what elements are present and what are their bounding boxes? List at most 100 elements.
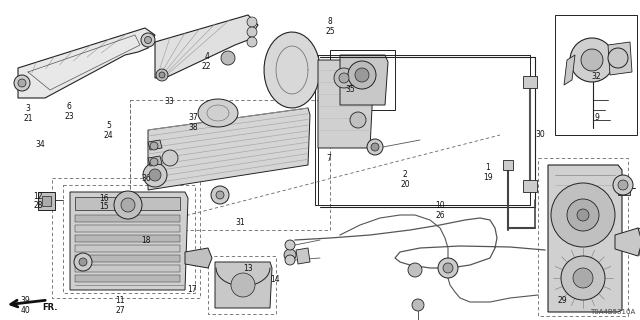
Text: 39
40: 39 40 [20, 296, 31, 315]
Text: 2
20: 2 20 [400, 170, 410, 188]
Bar [63, 185, 195, 293]
Circle shape [408, 263, 422, 277]
Polygon shape [75, 197, 180, 210]
Circle shape [162, 150, 178, 166]
Circle shape [573, 268, 593, 288]
Text: 11
27: 11 27 [115, 296, 125, 315]
Bar [555, 15, 637, 135]
Text: 34: 34 [35, 140, 45, 149]
Text: 7: 7 [326, 154, 331, 163]
Text: 18: 18 [141, 236, 150, 244]
Circle shape [334, 68, 354, 88]
Circle shape [221, 51, 235, 65]
Text: 8
25: 8 25 [325, 17, 335, 36]
Bar [208, 256, 276, 314]
Polygon shape [318, 60, 374, 148]
Text: 13: 13 [243, 264, 253, 273]
Circle shape [443, 263, 453, 273]
Polygon shape [70, 192, 188, 290]
Text: 37
38: 37 38 [188, 113, 198, 132]
Polygon shape [148, 140, 162, 150]
Text: 29: 29 [557, 296, 567, 305]
Circle shape [114, 191, 142, 219]
Circle shape [608, 48, 628, 68]
Text: 1
19: 1 19 [483, 164, 493, 182]
Circle shape [581, 49, 603, 71]
Circle shape [367, 139, 383, 155]
Text: 4
22: 4 22 [202, 52, 211, 71]
Circle shape [577, 209, 589, 221]
Text: 12
28: 12 28 [34, 192, 43, 210]
Circle shape [247, 37, 257, 47]
Polygon shape [42, 196, 51, 206]
Polygon shape [503, 160, 513, 170]
Polygon shape [564, 55, 575, 85]
Text: 36: 36 [141, 174, 151, 183]
Circle shape [570, 38, 614, 82]
Circle shape [216, 191, 224, 199]
Circle shape [211, 186, 229, 204]
Circle shape [141, 33, 155, 47]
Text: 5
24: 5 24 [104, 121, 114, 140]
Text: T0A4B5310A: T0A4B5310A [589, 309, 635, 315]
Circle shape [561, 256, 605, 300]
Polygon shape [75, 275, 180, 282]
Bar [538, 158, 628, 316]
Circle shape [339, 73, 349, 83]
Circle shape [412, 299, 424, 311]
Polygon shape [618, 182, 630, 195]
Polygon shape [75, 245, 180, 252]
Text: 16: 16 [99, 194, 109, 203]
Text: 31: 31 [235, 218, 245, 227]
Circle shape [618, 180, 628, 190]
Polygon shape [608, 42, 632, 75]
Polygon shape [155, 15, 258, 78]
Text: 15: 15 [99, 202, 109, 211]
Polygon shape [215, 262, 272, 308]
Polygon shape [75, 235, 180, 242]
Circle shape [150, 158, 158, 166]
Polygon shape [148, 108, 310, 190]
Circle shape [150, 142, 158, 150]
Text: 6
23: 6 23 [64, 102, 74, 121]
Text: 33: 33 [164, 97, 175, 106]
Circle shape [285, 240, 295, 250]
Bar [330, 50, 395, 110]
Text: 35: 35 [346, 85, 356, 94]
Circle shape [438, 258, 458, 278]
Bar [130, 100, 330, 230]
Circle shape [247, 27, 257, 37]
Polygon shape [75, 255, 180, 262]
Polygon shape [185, 248, 212, 268]
Polygon shape [615, 228, 640, 256]
Circle shape [350, 112, 366, 128]
Polygon shape [638, 228, 640, 256]
Text: FR.: FR. [42, 302, 58, 311]
Circle shape [149, 169, 161, 181]
Text: 17: 17 [187, 285, 197, 294]
Polygon shape [38, 192, 55, 210]
Circle shape [551, 183, 615, 247]
Polygon shape [296, 248, 310, 264]
Text: 9: 9 [594, 113, 599, 122]
Polygon shape [523, 180, 537, 192]
Circle shape [348, 61, 376, 89]
Circle shape [231, 273, 255, 297]
Text: 3
21: 3 21 [24, 104, 33, 123]
Circle shape [156, 69, 168, 81]
Circle shape [159, 72, 165, 78]
Circle shape [18, 79, 26, 87]
Polygon shape [264, 32, 320, 108]
Circle shape [371, 143, 379, 151]
Polygon shape [75, 215, 180, 222]
Circle shape [14, 75, 30, 91]
Polygon shape [523, 76, 537, 88]
Bar [315, 55, 318, 205]
Polygon shape [548, 165, 622, 312]
Polygon shape [75, 265, 180, 272]
Polygon shape [340, 55, 388, 105]
Circle shape [79, 258, 87, 266]
Polygon shape [148, 156, 162, 166]
Circle shape [567, 199, 599, 231]
Circle shape [355, 68, 369, 82]
